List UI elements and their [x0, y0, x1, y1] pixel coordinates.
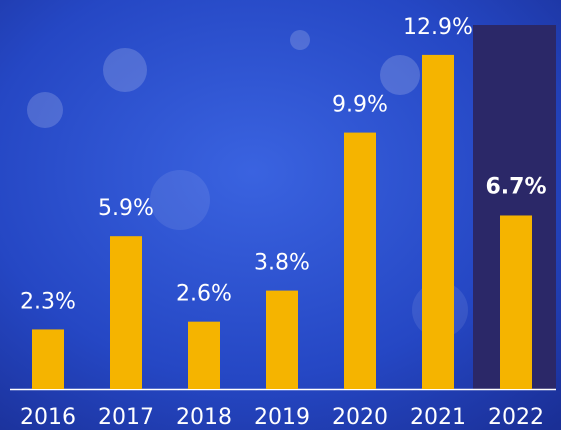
bar [110, 236, 142, 389]
bar [422, 55, 454, 389]
x-tick-label: 2016 [20, 405, 76, 430]
bar [500, 215, 532, 389]
bar [344, 133, 376, 389]
x-tick-label: 2017 [98, 405, 154, 430]
value-label: 2.6% [176, 282, 232, 307]
value-label: 9.9% [332, 93, 388, 118]
value-label: 12.9% [403, 15, 473, 40]
bar [32, 329, 64, 389]
value-label: 3.8% [254, 251, 310, 276]
x-tick-label: 2022 [488, 405, 544, 430]
value-label: 6.7% [485, 174, 546, 199]
x-tick-label: 2019 [254, 405, 310, 430]
value-label: 5.9% [98, 196, 154, 221]
bar [266, 291, 298, 389]
value-label: 2.3% [20, 289, 76, 314]
page: {"chart_data": {"type": "bar", "categori… [0, 0, 561, 430]
bar [188, 322, 220, 389]
x-tick-label: 2018 [176, 405, 232, 430]
x-tick-label: 2020 [332, 405, 388, 430]
chart: 2.3% 2016 5.9% 2017 2.6% 2018 3.8% 2019 9.9% 2020… [0, 0, 561, 430]
x-tick-label: 2021 [410, 405, 466, 430]
